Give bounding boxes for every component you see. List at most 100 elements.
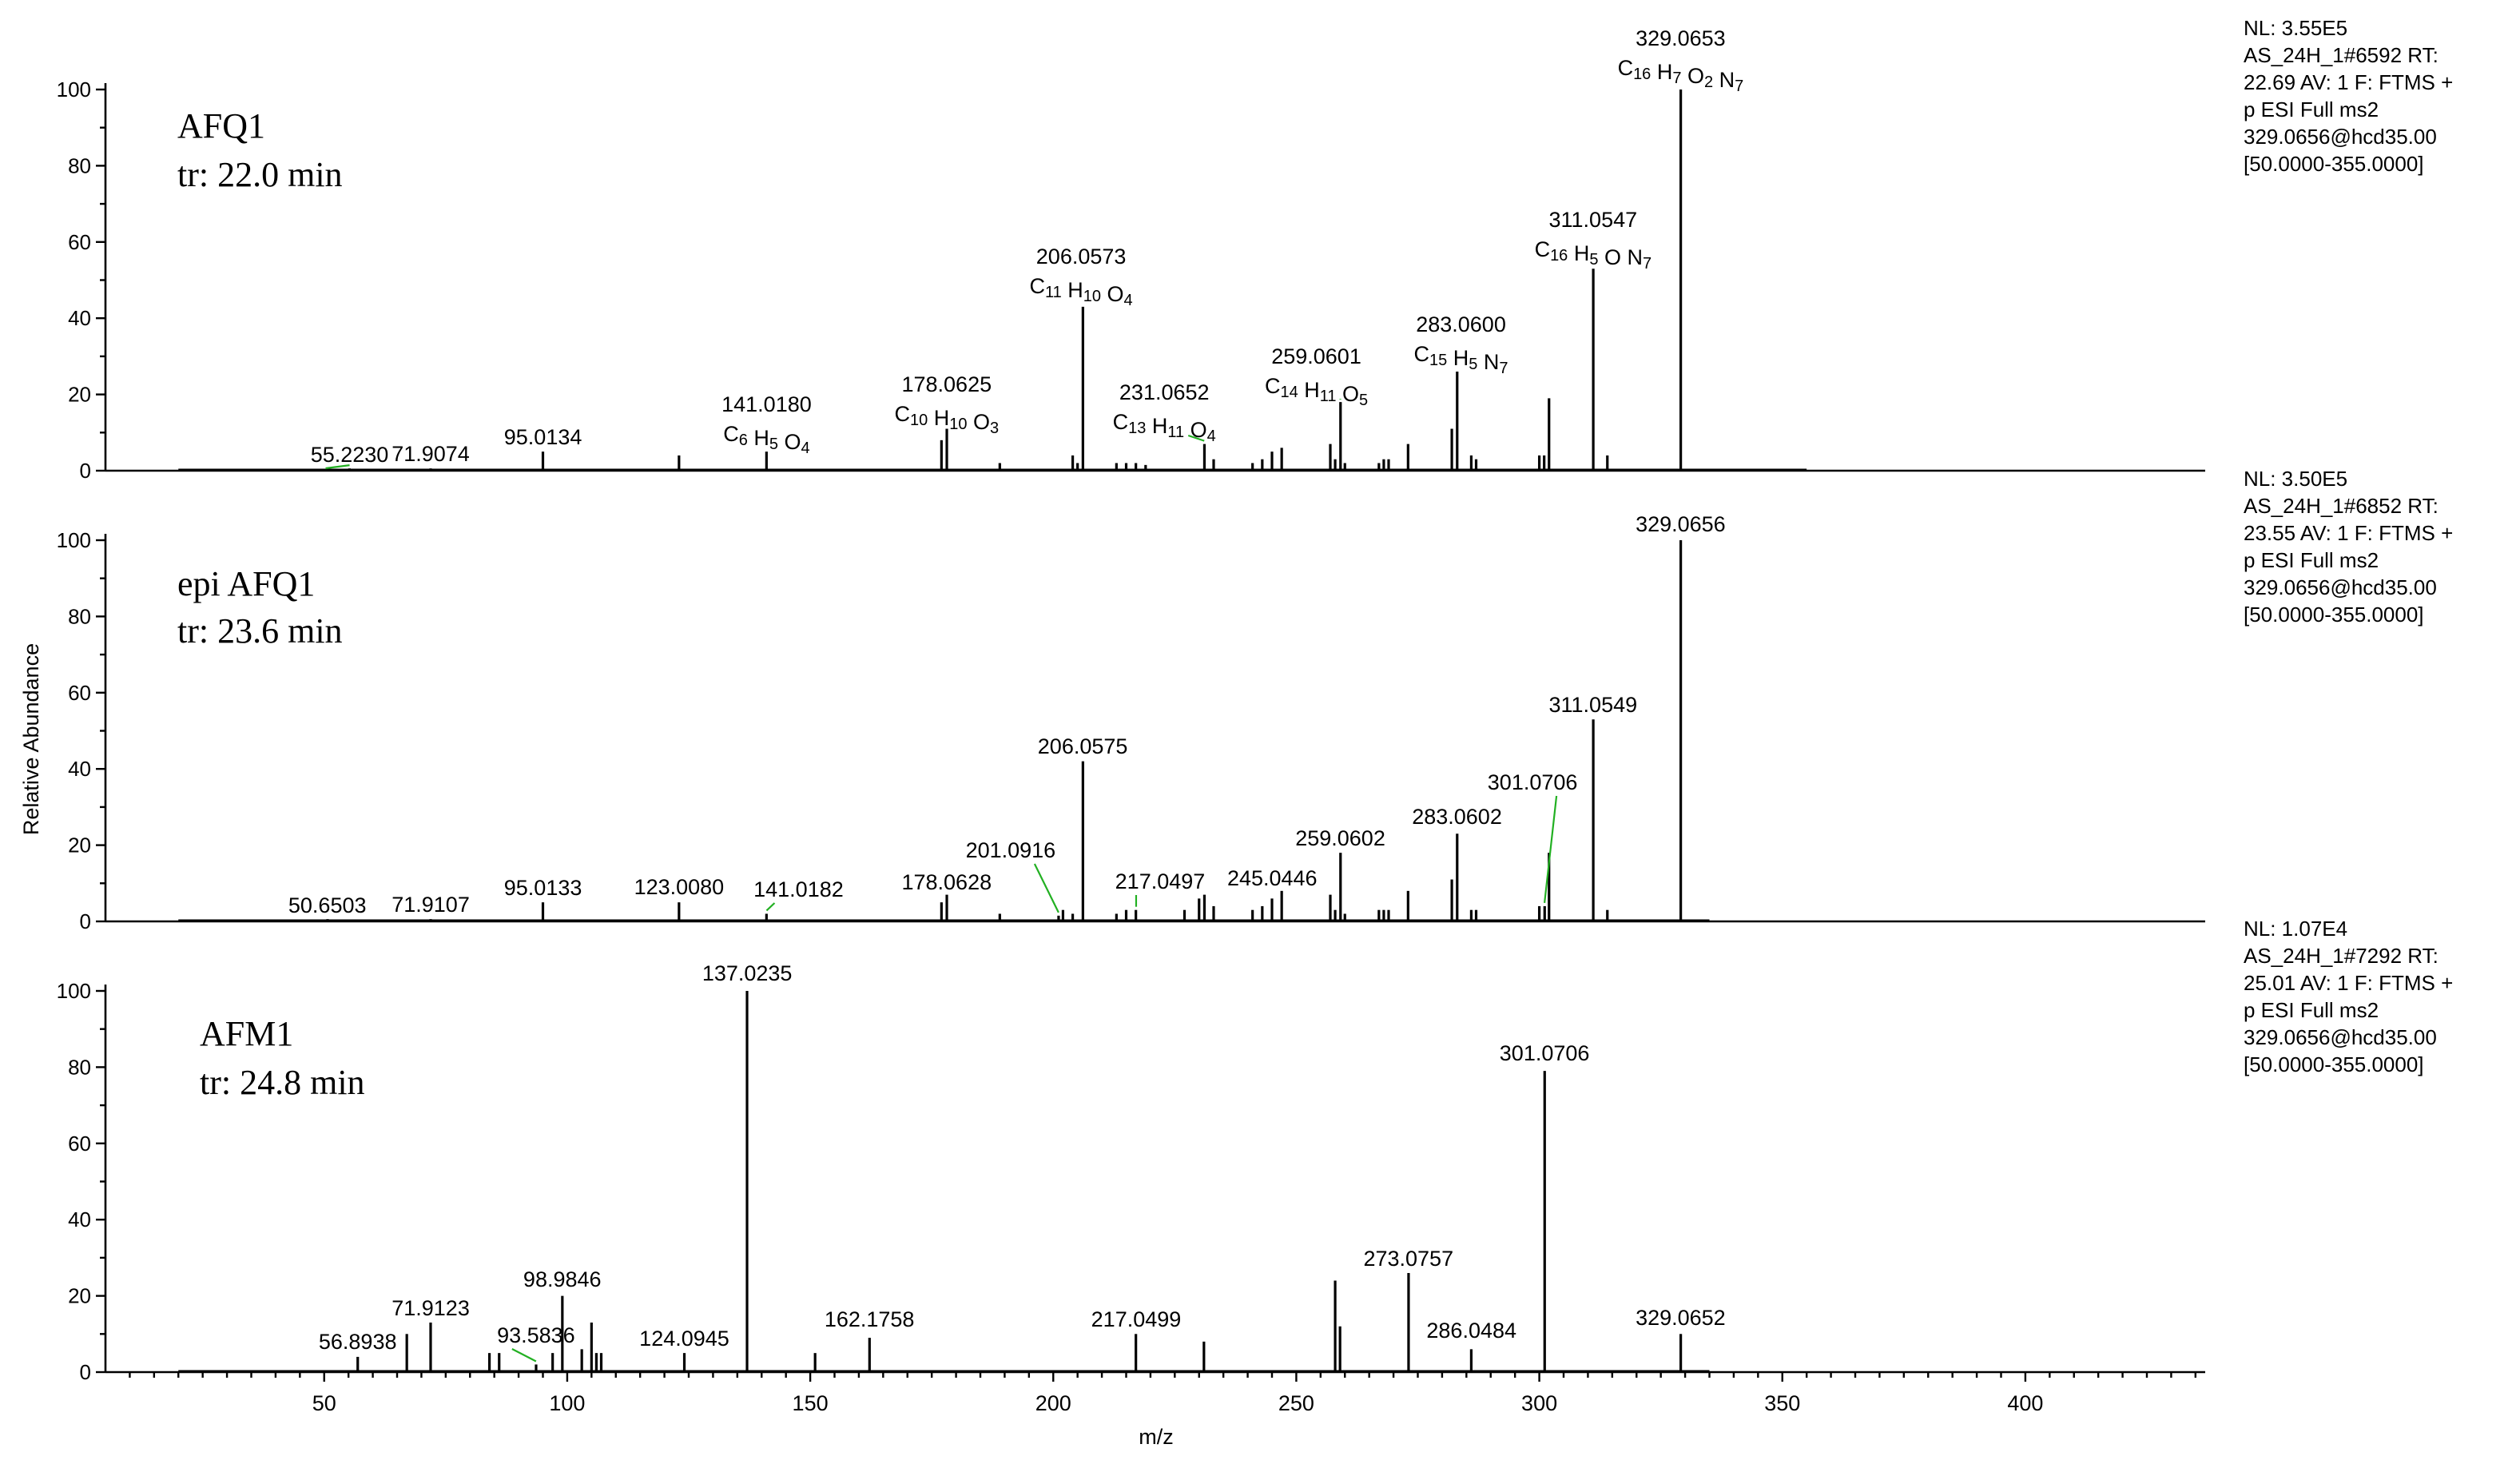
peak-mz-label: 124.0945 <box>639 1327 729 1351</box>
label-leader-line <box>1033 863 1059 913</box>
peak-mz-label: 206.0575 <box>1038 734 1128 758</box>
peak-mz-label: 301.0706 <box>1488 770 1578 794</box>
y-tick-label: 100 <box>57 979 91 1003</box>
y-tick-label: 20 <box>68 833 91 857</box>
scan-info-line: AS_24H_1#6592 RT: <box>2244 43 2439 67</box>
scan-info-line: [50.0000-355.0000] <box>2244 603 2424 627</box>
peak-formula-label: C16 H7 O2 N7 <box>1618 56 1744 95</box>
y-tick-label: 20 <box>68 1284 91 1308</box>
scan-info-line: p ESI Full ms2 <box>2244 97 2379 121</box>
peak-mz-label: 71.9123 <box>392 1296 470 1320</box>
scan-info-line: 25.01 AV: 1 F: FTMS + <box>2244 971 2453 995</box>
peak-mz-label: 141.0180 <box>721 392 812 416</box>
peak-mz-label: 245.0446 <box>1227 866 1318 890</box>
retention-time: tr: 24.8 min <box>200 1063 365 1102</box>
scan-info-line: AS_24H_1#6852 RT: <box>2244 494 2439 518</box>
label-leader-line <box>325 464 350 470</box>
peak-mz-label: 98.9846 <box>523 1267 602 1291</box>
y-tick-label: 60 <box>68 681 91 705</box>
peak-mz-label: 71.9107 <box>392 893 470 917</box>
x-tick-label: 300 <box>1521 1391 1557 1415</box>
peak-mz-label: 93.5836 <box>497 1323 575 1347</box>
scan-info-line: [50.0000-355.0000] <box>2244 152 2424 176</box>
peak-mz-label: 259.0601 <box>1271 344 1361 368</box>
compound-name: AFQ1 <box>177 106 265 145</box>
scan-info-line: NL: 3.50E5 <box>2244 467 2347 491</box>
scan-info-line: NL: 1.07E4 <box>2244 917 2347 941</box>
scan-info-line: 22.69 AV: 1 F: FTMS + <box>2244 70 2453 94</box>
peak-mz-label: 329.0656 <box>1636 512 1726 536</box>
peak-mz-label: 286.0484 <box>1426 1319 1516 1343</box>
peak-mz-label: 178.0628 <box>901 870 992 894</box>
peak-formula-label: C15 H5 N7 <box>1414 342 1508 377</box>
peak-mz-label: 259.0602 <box>1295 826 1385 850</box>
y-tick-label: 40 <box>68 1207 91 1231</box>
peak-mz-label: 329.0653 <box>1636 26 1726 50</box>
x-tick-label: 250 <box>1278 1391 1314 1415</box>
peak-mz-label: 178.0625 <box>901 372 992 396</box>
peak-mz-label: 206.0573 <box>1036 245 1127 269</box>
label-leader-line <box>1544 795 1558 904</box>
x-tick-label: 200 <box>1035 1391 1071 1415</box>
y-tick-label: 40 <box>68 306 91 330</box>
y-tick-label: 100 <box>57 528 91 552</box>
retention-time: tr: 22.0 min <box>177 155 343 194</box>
peak-mz-label: 217.0499 <box>1091 1307 1182 1331</box>
peak-mz-label: 231.0652 <box>1119 380 1210 404</box>
compound-name: epi AFQ1 <box>177 564 315 603</box>
peak-mz-label: 50.6503 <box>288 893 367 917</box>
y-tick-label: 60 <box>68 230 91 254</box>
y-tick-label: 0 <box>80 909 91 933</box>
scan-info-line: 329.0656@hcd35.00 <box>2244 1025 2437 1049</box>
scan-info-line: AS_24H_1#7292 RT: <box>2244 944 2439 968</box>
peak-mz-label: 162.1758 <box>825 1307 915 1331</box>
scan-info-line: [50.0000-355.0000] <box>2244 1052 2424 1076</box>
y-tick-label: 100 <box>57 78 91 101</box>
peak-formula-label: C14 H11 O5 <box>1265 374 1368 409</box>
peak-formula-label: C11 H10 O4 <box>1030 274 1133 309</box>
label-leader-line <box>511 1348 537 1363</box>
y-axis-label: Relative Abundance <box>19 643 43 835</box>
y-tick-label: 60 <box>68 1132 91 1156</box>
peak-formula-label: C16 H5 O N7 <box>1535 237 1652 273</box>
peak-mz-label: 283.0600 <box>1416 312 1506 336</box>
peak-mz-label: 55.2230 <box>311 443 389 467</box>
peak-mz-label: 273.0757 <box>1363 1247 1453 1271</box>
label-leader-line <box>1187 434 1205 442</box>
scan-info-line: p ESI Full ms2 <box>2244 998 2379 1022</box>
peak-mz-label: 311.0549 <box>1549 693 1638 717</box>
y-tick-label: 20 <box>68 383 91 407</box>
y-tick-label: 80 <box>68 604 91 628</box>
y-tick-label: 80 <box>68 1055 91 1079</box>
x-tick-label: 100 <box>549 1391 585 1415</box>
y-tick-label: 80 <box>68 153 91 177</box>
peak-mz-label: 95.0133 <box>504 876 582 900</box>
retention-time: tr: 23.6 min <box>177 611 343 650</box>
peak-mz-label: 137.0235 <box>702 961 793 985</box>
peak-formula-label: C6 H5 O4 <box>723 422 809 457</box>
y-tick-label: 40 <box>68 757 91 781</box>
scan-info-line: 329.0656@hcd35.00 <box>2244 125 2437 149</box>
scan-info-line: p ESI Full ms2 <box>2244 548 2379 572</box>
scan-info-line: 23.55 AV: 1 F: FTMS + <box>2244 521 2453 545</box>
compound-name: AFM1 <box>200 1014 293 1053</box>
x-tick-label: 350 <box>1764 1391 1800 1415</box>
x-tick-label: 50 <box>312 1391 336 1415</box>
peak-mz-label: 56.8938 <box>319 1330 397 1354</box>
scan-info-line: 329.0656@hcd35.00 <box>2244 575 2437 599</box>
peak-mz-label: 311.0547 <box>1549 208 1638 232</box>
peak-formula-label: C10 H10 O3 <box>894 402 999 437</box>
peak-mz-label: 141.0182 <box>753 877 844 901</box>
peak-mz-label: 217.0497 <box>1115 869 1206 893</box>
x-tick-label: 150 <box>793 1391 829 1415</box>
peak-mz-label: 283.0602 <box>1412 805 1502 829</box>
peak-mz-label: 123.0080 <box>634 875 725 899</box>
peak-mz-label: 301.0706 <box>1500 1041 1590 1065</box>
peak-mz-label: 329.0652 <box>1636 1306 1726 1330</box>
scan-info-line: NL: 3.55E5 <box>2244 16 2347 40</box>
x-tick-label: 400 <box>2007 1391 2043 1415</box>
label-leader-line <box>765 902 776 912</box>
y-tick-label: 0 <box>80 459 91 483</box>
y-tick-label: 0 <box>80 1360 91 1384</box>
